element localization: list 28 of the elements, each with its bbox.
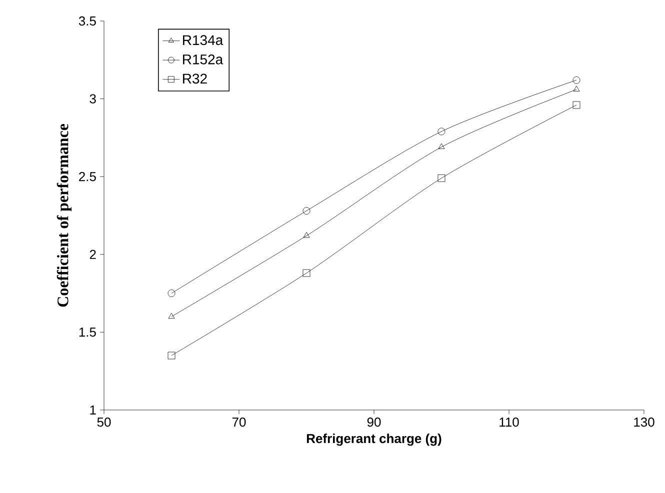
y-tick-label: 1 (90, 406, 96, 414)
point (438, 174, 446, 182)
point (303, 232, 310, 238)
x-tick-label: 130 (634, 418, 654, 427)
x-tick-label: 110 (500, 418, 519, 427)
point (168, 290, 176, 297)
y-tick-label: 3.5 (78, 16, 96, 26)
y-axis-title: Coefficient of performance (56, 124, 72, 307)
x-tick-label: 50 (97, 418, 111, 427)
point (572, 76, 580, 84)
y-tick-label: 2 (90, 250, 96, 259)
point (168, 352, 176, 360)
x-axis-title: Refrigerant charge (g) (306, 434, 442, 446)
legend-label: R152a (183, 54, 224, 64)
point (302, 207, 310, 215)
legend-label: R134a (183, 35, 224, 46)
y-tick-label: 2.5 (79, 172, 96, 182)
y-tick-label: 3 (90, 94, 96, 104)
y-tick-label: 1.5 (79, 328, 96, 337)
point (573, 86, 580, 92)
x-tick-label: 70 (232, 418, 246, 427)
x-tick-label: 90 (367, 418, 381, 427)
point (302, 269, 310, 277)
legend-label: R32 (183, 74, 207, 84)
point (438, 128, 446, 136)
point (168, 312, 175, 319)
point (438, 143, 445, 149)
point (572, 101, 580, 109)
